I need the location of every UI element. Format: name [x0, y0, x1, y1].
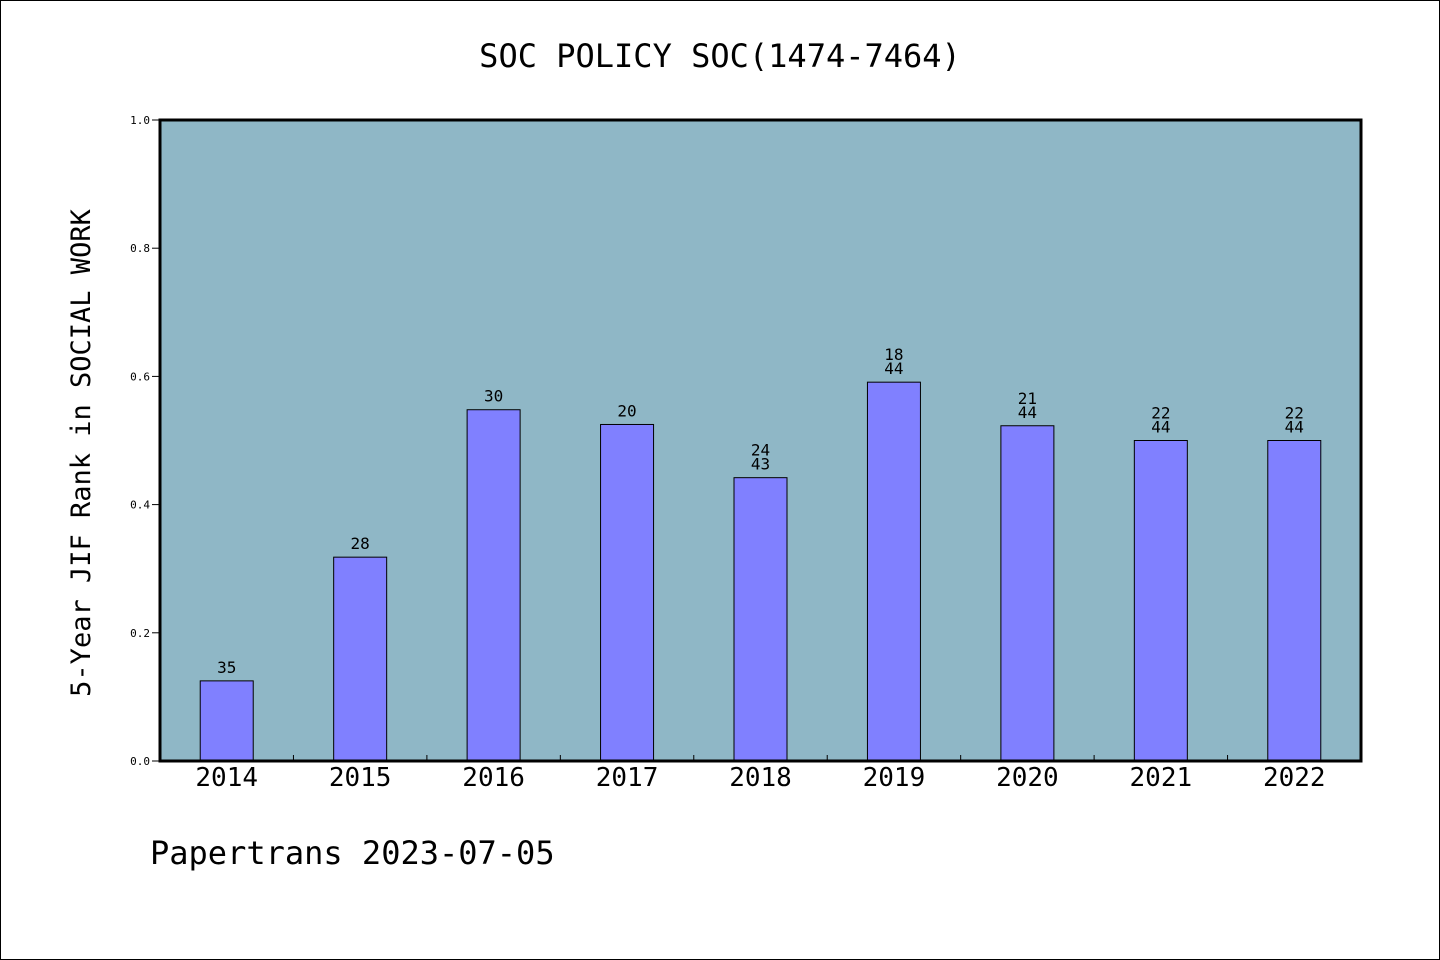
chart-title: SOC POLICY SOC(1474-7464): [479, 37, 961, 75]
bar-label-2018-1: 24: [751, 441, 770, 460]
bar-label-2020-1: 21: [1018, 389, 1037, 408]
bar-label-2015: 28: [351, 534, 370, 553]
bar-label-2019-2: 44: [884, 359, 903, 378]
x-tick-label-2020: 2020: [996, 763, 1059, 793]
x-tick-label-2015: 2015: [329, 763, 392, 793]
bar-label-2021-1: 22: [1151, 404, 1170, 423]
x-axis: 2014 2015 2016 2017 2018 2019 2020 2021 2022: [195, 755, 1326, 793]
bar-2017: [600, 423, 655, 762]
y-tick-label: 0.2: [130, 627, 150, 640]
bar-2016: [466, 409, 521, 762]
bar-2018: [733, 477, 788, 762]
x-tick-label-2014: 2014: [195, 763, 258, 793]
bars-layer: [199, 381, 1322, 762]
bar-label-2022-1: 22: [1285, 404, 1304, 423]
x-tick-label-2022: 2022: [1263, 763, 1326, 793]
y-tick-label: 0.0: [130, 755, 150, 768]
bar-label-2017: 20: [617, 401, 636, 420]
plot-border: [158, 118, 1363, 763]
bar-label-2014: 35: [217, 658, 236, 677]
x-tick-label-2019: 2019: [863, 763, 926, 793]
bar-2019: [866, 381, 921, 762]
x-tick-label-2017: 2017: [596, 763, 659, 793]
y-tick-label: 0.8: [130, 242, 150, 255]
footer-credit: Papertrans 2023-07-05: [150, 834, 555, 872]
y-tick-label: 0.4: [130, 499, 150, 512]
bar-label-2019-1: 18: [884, 345, 903, 364]
bar-2014: [199, 680, 254, 762]
bar-label-2020-2: 44: [1018, 403, 1037, 422]
x-tick-label-2018: 2018: [729, 763, 792, 793]
x-tick-label-2016: 2016: [462, 763, 525, 793]
bar-2020: [1000, 425, 1055, 762]
bar-label-2022-2: 44: [1285, 418, 1304, 437]
bar-label-2016: 30: [484, 387, 503, 406]
bar-label-2018-2: 43: [751, 455, 770, 474]
x-tick-label-2021: 2021: [1130, 763, 1193, 793]
bar-2015: [333, 556, 388, 762]
y-tick-label: 1.0: [130, 114, 150, 127]
bar-2022: [1267, 440, 1322, 762]
bar-label-2021-2: 44: [1151, 418, 1170, 437]
y-tick-label: 0.6: [130, 370, 150, 383]
y-axis-label: 5-Year JIF Rank in SOCIAL WORK: [66, 208, 97, 696]
bar-2021: [1133, 440, 1188, 762]
y-axis: 0.0 0.2 0.4 0.6 0.8 1.0: [130, 114, 160, 768]
